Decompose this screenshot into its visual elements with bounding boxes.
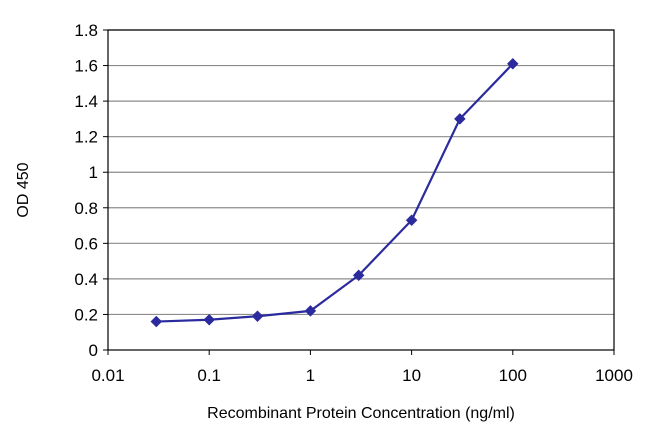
x-tick-label: 0.01: [91, 366, 124, 385]
y-tick-label: 0.8: [74, 199, 98, 218]
series-group: [150, 57, 519, 328]
x-axis-title: Recombinant Protein Concentration (ng/ml…: [207, 405, 515, 422]
y-tick-label: 0: [89, 341, 98, 360]
data-point: [203, 313, 216, 326]
x-tick-label: 10: [402, 366, 421, 385]
data-point: [251, 310, 264, 323]
data-point: [405, 214, 418, 227]
y-tick-label: 0.6: [74, 234, 98, 253]
y-tick-label: 1.2: [74, 128, 98, 147]
y-tick-label: 1.8: [74, 21, 98, 40]
y-tick-label: 1.6: [74, 57, 98, 76]
plot-area-frame: [107, 29, 615, 351]
x-tick-label: 1000: [595, 366, 633, 385]
y-tick-label: 1: [89, 163, 98, 182]
x-tick-label: 0.1: [197, 366, 221, 385]
y-tick-label: 1.4: [74, 92, 98, 111]
data-point: [304, 305, 317, 317]
x-tick-label: 100: [499, 366, 527, 385]
series-line: [156, 63, 514, 323]
y-axis-title: OD 450: [15, 162, 32, 217]
data-point: [352, 269, 365, 282]
y-tick-label: 0.4: [74, 270, 98, 289]
x-axis-ticks: 0.01 0.1 1 10 100 1000: [91, 350, 633, 385]
data-point: [454, 113, 466, 125]
data-point: [150, 315, 163, 328]
y-axis-ticks: 0 0.2 0.4 0.6 0.8 1 1.2 1.4 1.6 1.8: [74, 21, 108, 360]
data-point: [506, 57, 519, 70]
y-tick-label: 0.2: [74, 305, 98, 324]
x-tick-label: 1: [306, 366, 315, 385]
